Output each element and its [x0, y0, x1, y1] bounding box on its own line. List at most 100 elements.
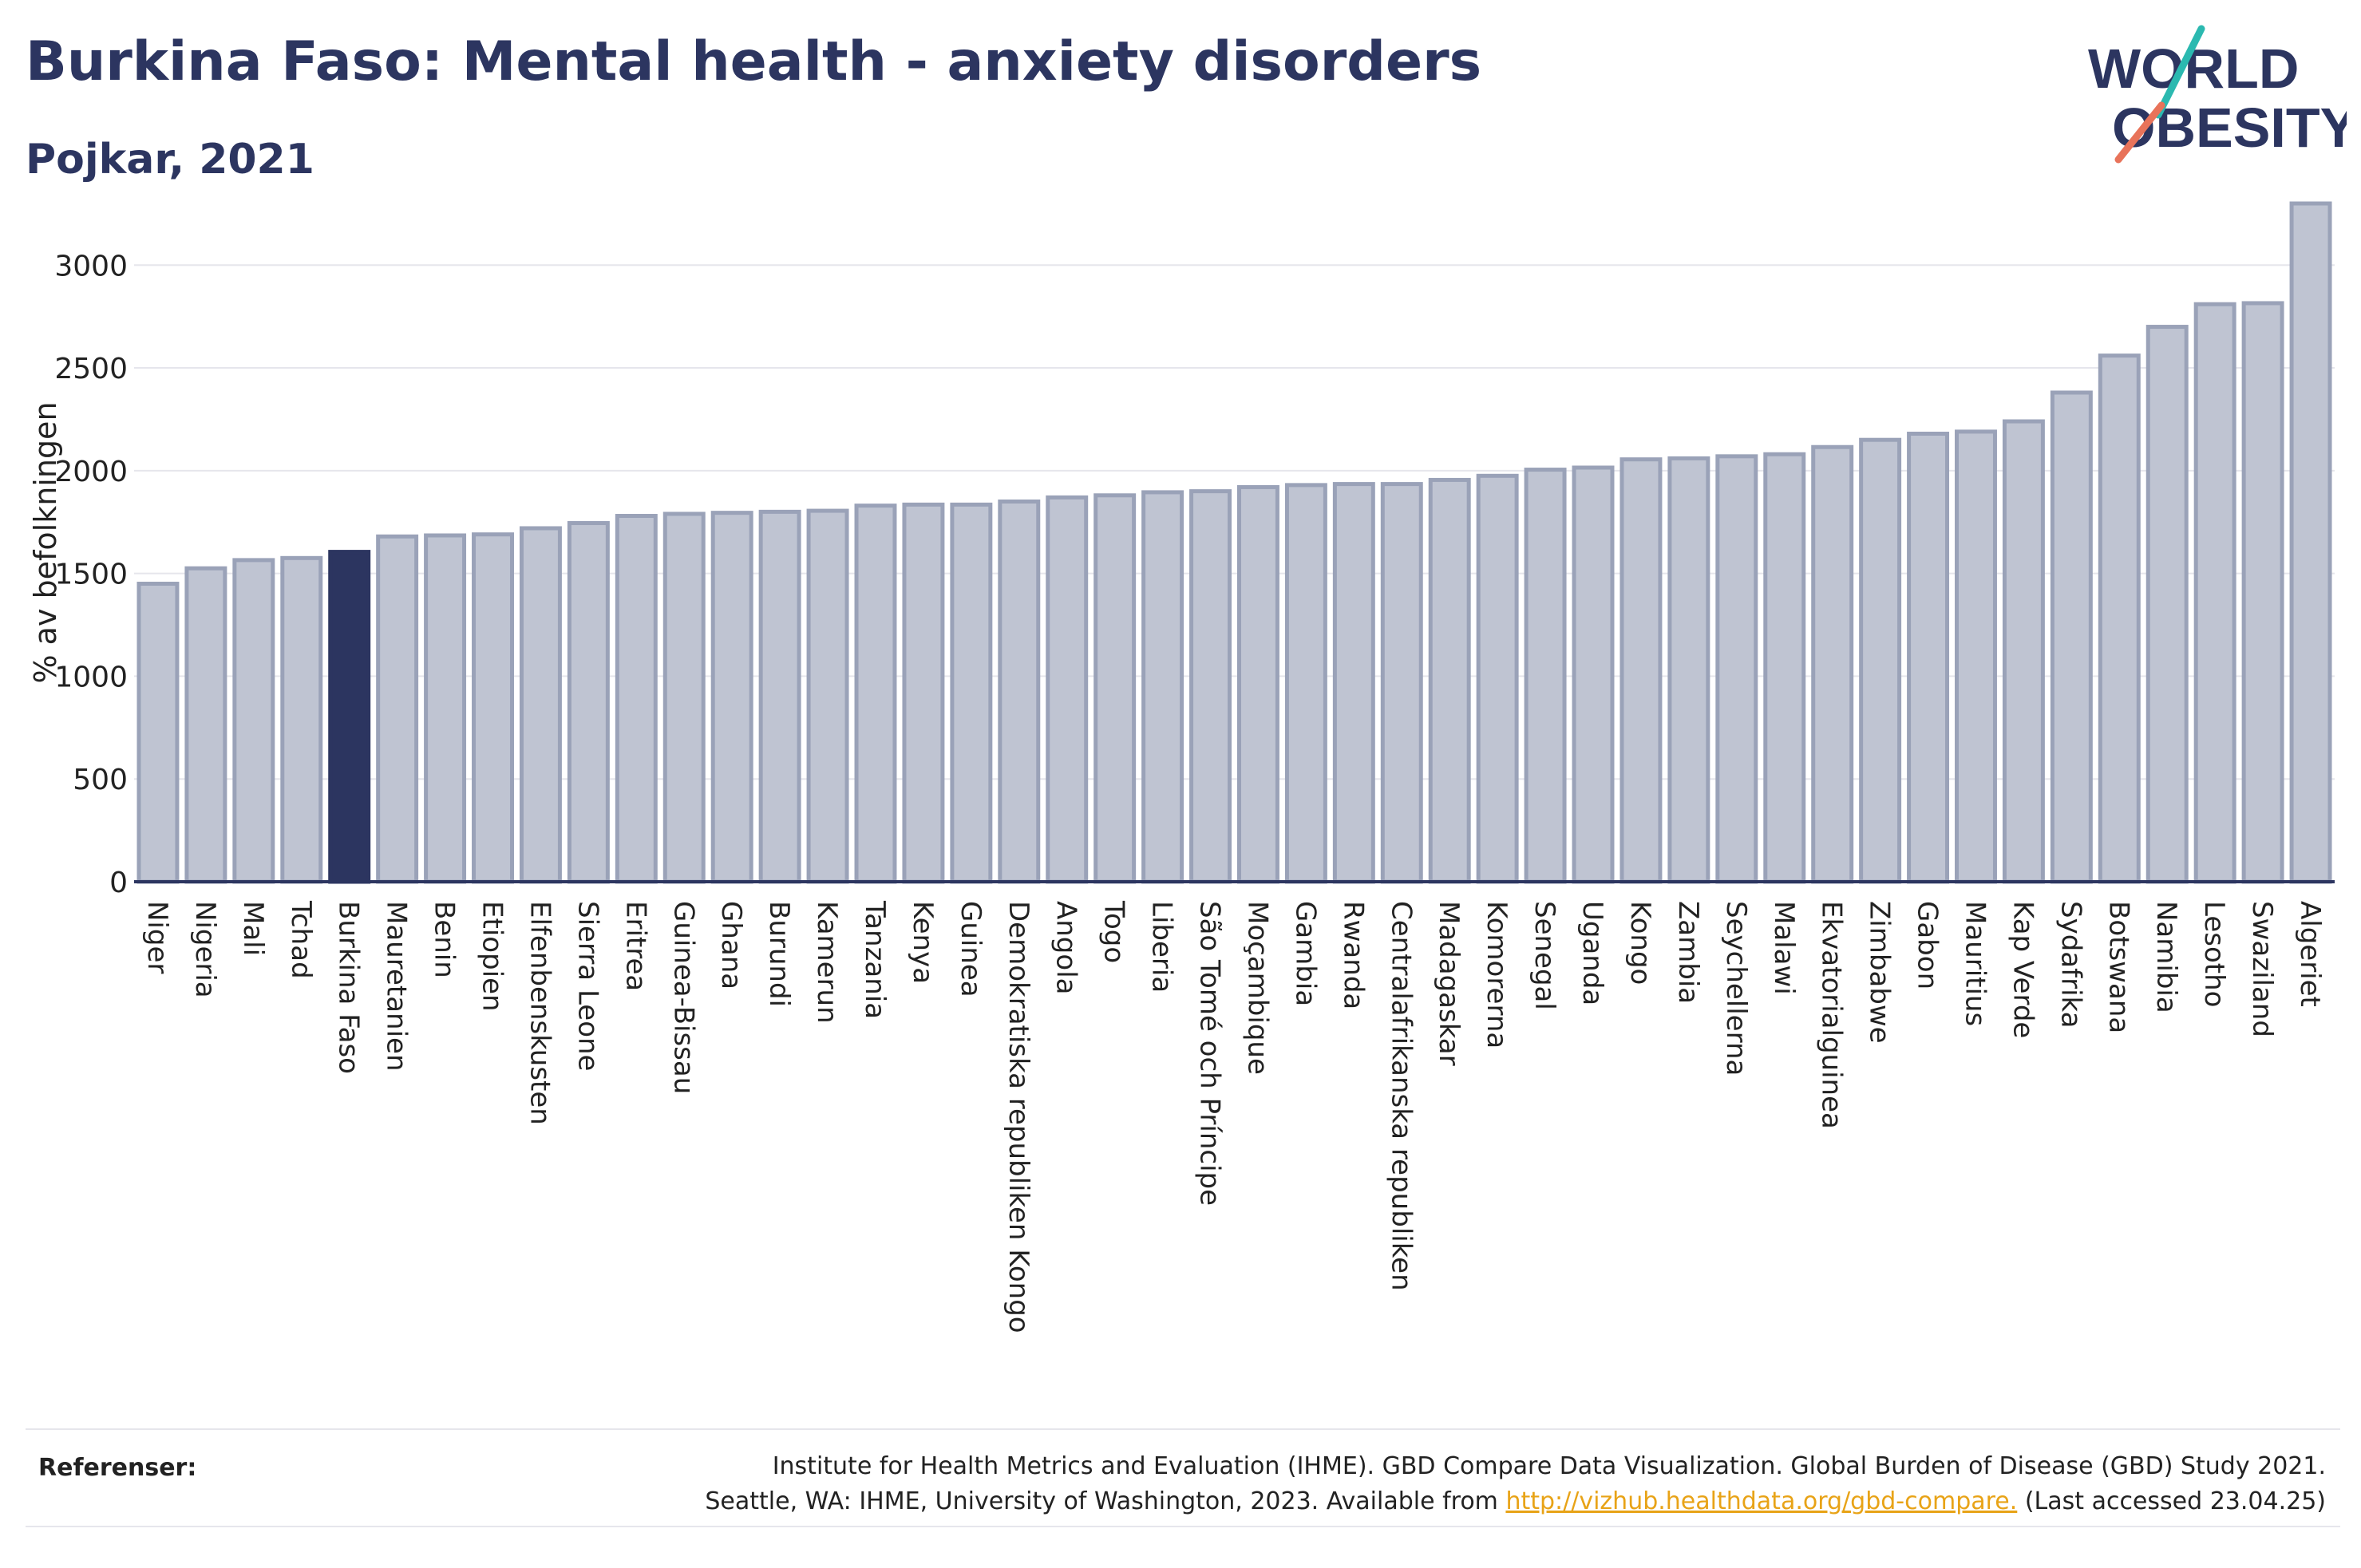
x-tick-label: Gambia — [1289, 901, 1321, 1006]
x-tick-labels: Niger Nigeria Mali Tchad Burkina Faso Maureta… — [141, 900, 2326, 1333]
x-tick-label: Komorerna — [1481, 901, 1513, 1049]
bar-eritrea[interactable] — [615, 514, 658, 884]
bar-mo-ambique[interactable] — [1236, 484, 1279, 884]
x-tick-label: Niger — [141, 901, 173, 974]
x-tick-label: Guinea-Bissau — [667, 901, 699, 1094]
bar-sydafrika[interactable] — [2050, 390, 2093, 884]
x-tick-label: Eritrea — [619, 901, 651, 991]
x-tick-label: Senegal — [1529, 901, 1560, 1010]
x-tick-label: Demokratiska republiken Kongo — [1003, 901, 1034, 1333]
x-tick-label: Centralafrikanska republiken — [1385, 901, 1417, 1291]
x-tick-label: Ghana — [715, 901, 747, 989]
bar-demokratiska-republiken-kongo[interactable] — [998, 499, 1041, 884]
bar-liberia[interactable] — [1141, 490, 1184, 884]
x-tick-label: Sydafrika — [2055, 901, 2086, 1028]
x-tick-label: Zimbabwe — [1864, 901, 1896, 1044]
x-tick-label: Seychellerna — [1720, 901, 1752, 1076]
bar-kamerun[interactable] — [806, 508, 849, 884]
reference-line-1: Institute for Health Metrics and Evaluat… — [772, 1452, 2326, 1480]
x-tick-label: Elfenbenskusten — [524, 901, 556, 1125]
x-tick-label: Swaziland — [2246, 901, 2278, 1037]
logo-slash-coral — [2114, 101, 2165, 164]
bar-gabon[interactable] — [1907, 431, 1950, 884]
bar-lesotho[interactable] — [2193, 302, 2236, 884]
x-tick-label: Kap Verde — [2007, 901, 2039, 1038]
x-tick-label: Togo — [1098, 900, 1130, 963]
x-tick-label: Algeriet — [2294, 901, 2326, 1007]
x-tick-label: Namibia — [2150, 901, 2182, 1013]
bar-benin[interactable] — [424, 533, 467, 884]
bar-ghana[interactable] — [710, 511, 753, 884]
x-tick-label: Kongo — [1624, 901, 1656, 985]
x-tick-label: Burundi — [763, 901, 795, 1007]
x-tick-label: Angola — [1050, 901, 1082, 994]
y-axis-label: % av befolkningen — [28, 401, 63, 683]
bar-malawi[interactable] — [1763, 452, 1806, 884]
bar-kap-verde[interactable] — [2002, 419, 2045, 884]
bar-elfenbenskusten[interactable] — [519, 526, 562, 884]
x-tick-label: Kamerun — [811, 901, 843, 1024]
x-tick-label: Uganda — [1576, 901, 1608, 1005]
x-tick-label: Guinea — [955, 901, 987, 997]
bar-burundi[interactable] — [758, 509, 801, 884]
bar-burkina-faso[interactable] — [328, 550, 371, 884]
x-tick-label: Botswana — [2102, 901, 2134, 1033]
reference-link[interactable]: http://vizhub.healthdata.org/gbd-compare… — [1505, 1487, 2018, 1515]
bar-togo[interactable] — [1093, 493, 1137, 884]
bar-zambia[interactable] — [1667, 456, 1710, 884]
bar-tchad[interactable] — [280, 555, 323, 884]
bar-guinea[interactable] — [950, 502, 993, 884]
x-tick-label: Tchad — [285, 900, 317, 979]
x-tick-label: Burkina Faso — [333, 901, 365, 1074]
bar-namibia[interactable] — [2145, 325, 2189, 884]
bar-kenya[interactable] — [902, 502, 945, 884]
bar-etiopien[interactable] — [472, 532, 514, 884]
bar-niger[interactable] — [136, 582, 180, 884]
bar-mali[interactable] — [232, 558, 275, 884]
bar-uganda[interactable] — [1572, 465, 1615, 884]
world-obesity-logo: WORLD OBESITY — [2088, 25, 2347, 164]
bar-kongo[interactable] — [1619, 457, 1663, 884]
x-tick-label: Etiopien — [477, 901, 508, 1012]
x-tick-label: Ekvatorialguinea — [1816, 901, 1848, 1129]
bar-gambia[interactable] — [1284, 483, 1327, 884]
chart-title: Burkina Faso: Mental health - anxiety di… — [26, 30, 1482, 93]
reference-line-2-prefix: Seattle, WA: IHME, University of Washing… — [705, 1487, 1506, 1515]
x-tick-label: Tanzania — [859, 900, 891, 1019]
bar-guinea-bissau[interactable] — [662, 511, 706, 884]
bar-tanzania[interactable] — [854, 504, 897, 884]
references-label: Referenser: — [38, 1454, 197, 1482]
x-tick-label: Liberia — [1146, 901, 1178, 993]
y-tick-label: 0 — [109, 867, 128, 899]
x-tick-label: Rwanda — [1337, 901, 1369, 1009]
bar-mauritius[interactable] — [1955, 429, 1997, 884]
bar-senegal[interactable] — [1524, 468, 1567, 884]
y-tick-label: 500 — [73, 764, 128, 796]
y-tick-label: 1000 — [54, 661, 128, 693]
x-tick-label: Lesotho — [2198, 901, 2230, 1007]
bar-zimbabwe[interactable] — [1859, 437, 1902, 884]
y-tick-label: 3000 — [54, 250, 128, 282]
bar-s-o-tom-och-pr-ncipe[interactable] — [1189, 489, 1232, 884]
bar-madagaskar[interactable] — [1428, 477, 1471, 884]
bar-komorerna[interactable] — [1476, 473, 1519, 884]
bar-algeriet[interactable] — [2289, 201, 2332, 884]
y-tick-label: 2000 — [54, 456, 128, 488]
x-tick-label: Sierra Leone — [571, 901, 603, 1071]
bar-mauretanien[interactable] — [376, 534, 419, 884]
bar-swaziland[interactable] — [2241, 301, 2284, 884]
bar-rwanda[interactable] — [1332, 482, 1375, 884]
bar-nigeria[interactable] — [184, 566, 227, 884]
bar-angola[interactable] — [1046, 495, 1089, 884]
x-tick-label: Mauretanien — [381, 901, 413, 1072]
references-panel: Referenser: Institute for Health Metrics… — [26, 1428, 2340, 1527]
bar-sierra-leone[interactable] — [567, 521, 610, 884]
bar-botswana[interactable] — [2098, 353, 2141, 884]
x-tick-label: Gabon — [1912, 901, 1944, 989]
bars — [136, 201, 2332, 884]
bar-centralafrikanska-republiken[interactable] — [1380, 482, 1423, 884]
x-tick-label: Madagaskar — [1433, 901, 1465, 1066]
bar-ekvatorialguinea[interactable] — [1811, 444, 1854, 884]
bar-seychellerna[interactable] — [1715, 454, 1758, 884]
logo-slash-teal — [2154, 25, 2205, 119]
